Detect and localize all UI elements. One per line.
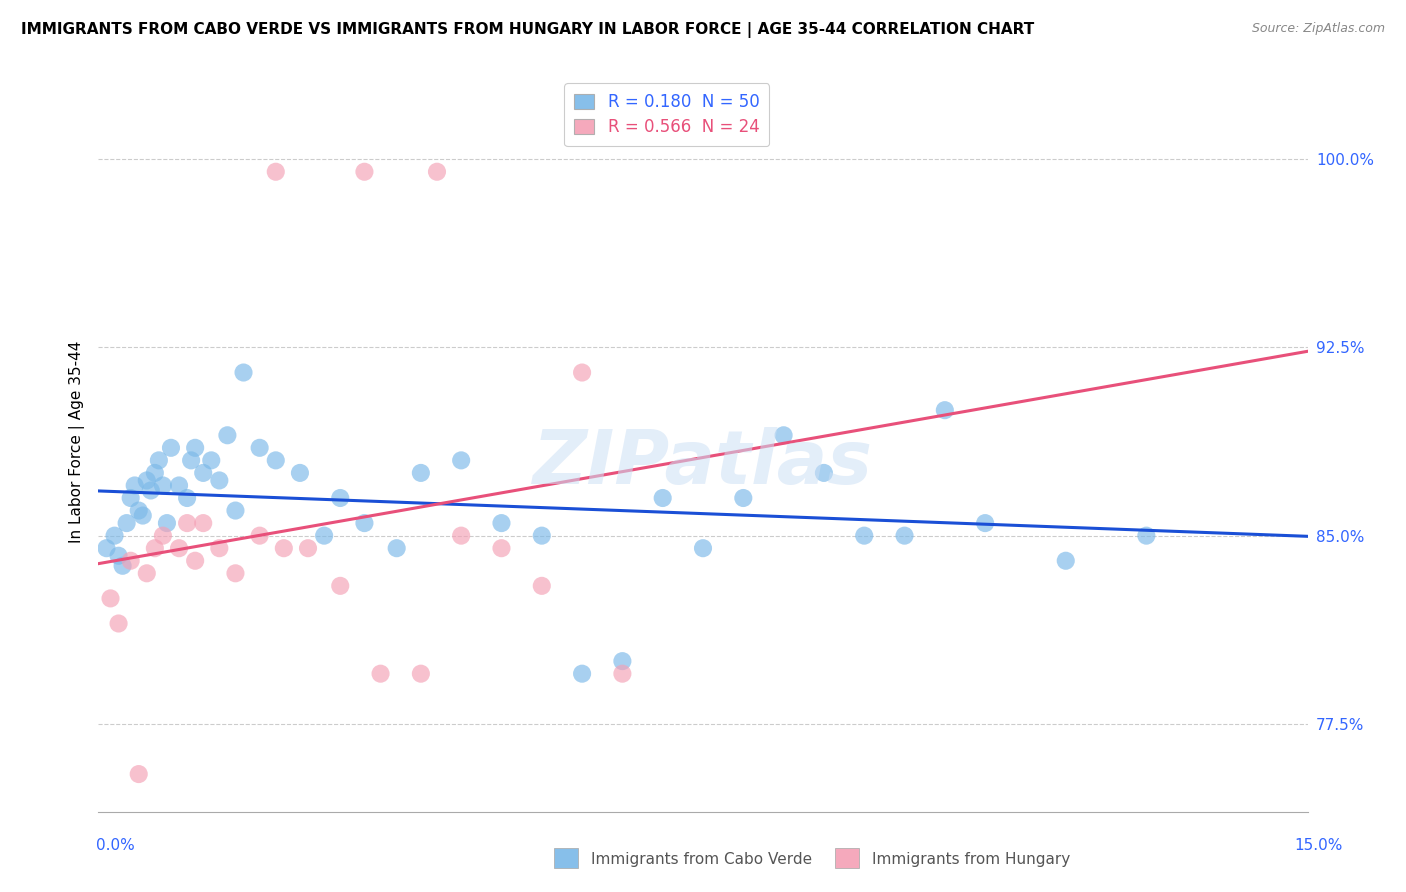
Point: [692, 541, 714, 556]
Point: [120, 554, 142, 568]
Point: [184, 441, 207, 455]
Point: [385, 541, 408, 556]
Point: [934, 403, 956, 417]
Point: [100, 591, 122, 606]
Point: [176, 491, 198, 505]
Point: [143, 541, 166, 556]
Point: [974, 516, 997, 530]
Point: [733, 491, 755, 505]
Point: [571, 366, 593, 380]
Bar: [835, 848, 859, 868]
Text: 0.0%: 0.0%: [96, 838, 135, 853]
Point: [288, 466, 311, 480]
Point: [571, 666, 593, 681]
Point: [232, 366, 254, 380]
Point: [143, 466, 166, 480]
Text: Immigrants from Cabo Verde: Immigrants from Cabo Verde: [591, 852, 811, 867]
Point: [167, 541, 190, 556]
Text: 15.0%: 15.0%: [1295, 838, 1343, 853]
Point: [409, 666, 432, 681]
Point: [329, 579, 352, 593]
Point: [120, 491, 142, 505]
Point: [491, 516, 513, 530]
Point: [612, 666, 634, 681]
Point: [1054, 554, 1077, 568]
Point: [813, 466, 835, 480]
Point: [772, 428, 794, 442]
Point: [1135, 529, 1157, 543]
Text: Source: ZipAtlas.com: Source: ZipAtlas.com: [1251, 22, 1385, 36]
Point: [139, 483, 162, 498]
Point: [450, 529, 472, 543]
Point: [249, 529, 271, 543]
Point: [200, 453, 222, 467]
Point: [180, 453, 202, 467]
Point: [217, 428, 239, 442]
Point: [96, 541, 118, 556]
Point: [103, 529, 125, 543]
Point: [167, 478, 190, 492]
Point: [128, 767, 150, 781]
Text: IMMIGRANTS FROM CABO VERDE VS IMMIGRANTS FROM HUNGARY IN LABOR FORCE | AGE 35-44: IMMIGRANTS FROM CABO VERDE VS IMMIGRANTS…: [21, 22, 1035, 38]
Point: [409, 466, 432, 480]
Point: [176, 516, 198, 530]
Point: [370, 666, 392, 681]
Point: [530, 579, 553, 593]
Point: [135, 566, 157, 581]
Point: [111, 558, 134, 573]
Point: [297, 541, 319, 556]
Point: [853, 529, 876, 543]
Point: [353, 516, 375, 530]
Point: [224, 503, 246, 517]
Point: [491, 541, 513, 556]
Point: [124, 478, 146, 492]
Point: [273, 541, 295, 556]
Point: [132, 508, 155, 523]
Bar: [554, 848, 578, 868]
Point: [224, 566, 246, 581]
Point: [128, 503, 150, 517]
Point: [156, 516, 179, 530]
Point: [612, 654, 634, 668]
Point: [152, 529, 174, 543]
Point: [184, 554, 207, 568]
Point: [193, 516, 215, 530]
Legend: R = 0.180  N = 50, R = 0.566  N = 24: R = 0.180 N = 50, R = 0.566 N = 24: [564, 83, 769, 146]
Point: [530, 529, 553, 543]
Point: [115, 516, 138, 530]
Point: [353, 165, 375, 179]
Point: [135, 474, 157, 488]
Point: [329, 491, 352, 505]
Point: [208, 541, 231, 556]
Point: [160, 441, 183, 455]
Point: [148, 453, 170, 467]
Y-axis label: In Labor Force | Age 35-44: In Labor Force | Age 35-44: [69, 341, 84, 542]
Point: [426, 165, 449, 179]
Point: [314, 529, 336, 543]
Text: Immigrants from Hungary: Immigrants from Hungary: [872, 852, 1070, 867]
Point: [450, 453, 472, 467]
Point: [264, 453, 287, 467]
Point: [249, 441, 271, 455]
Point: [208, 474, 231, 488]
Point: [264, 165, 287, 179]
Point: [893, 529, 915, 543]
Point: [152, 478, 174, 492]
Point: [193, 466, 215, 480]
Text: ZIPatlas: ZIPatlas: [533, 427, 873, 500]
Point: [107, 549, 129, 563]
Point: [651, 491, 673, 505]
Point: [107, 616, 129, 631]
